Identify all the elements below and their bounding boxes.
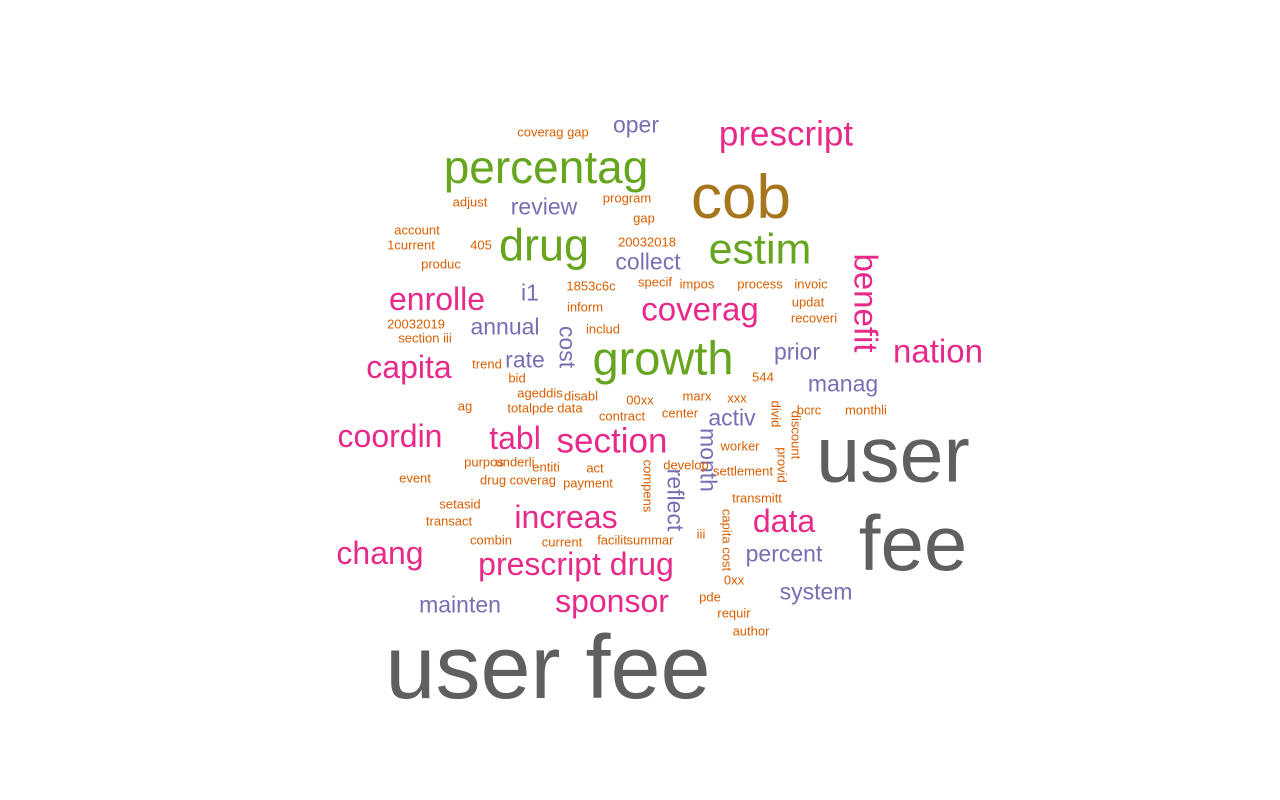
cloud-word: purpos (464, 454, 504, 470)
cloud-word: disabl (564, 388, 598, 404)
cloud-word: settlement (713, 463, 773, 479)
cloud-word: contract (598, 408, 646, 424)
cloud-word: author (732, 623, 770, 639)
cloud-word: transact (425, 513, 473, 529)
cloud-word: prior (773, 338, 821, 365)
cloud-word: sponsor (555, 583, 669, 619)
cloud-word: fee (858, 499, 968, 587)
cloud-word: setasid (439, 496, 481, 512)
cloud-word: monthli (845, 402, 887, 418)
cloud-word: prescript drug (478, 546, 674, 582)
cloud-word: section iii (398, 330, 452, 346)
cloud-word: develop (663, 457, 709, 473)
cloud-word: 1current (387, 237, 435, 253)
cloud-word: event (399, 470, 431, 486)
cloud-word: 0xx (723, 572, 745, 588)
cloud-word: iii (696, 526, 706, 542)
cloud-word: totalpde data (507, 400, 583, 416)
cloud-word: reflect (662, 468, 689, 532)
cloud-word: review (510, 193, 578, 220)
cloud-word: tabl (489, 420, 541, 456)
cloud-word: facilit (597, 532, 627, 548)
cloud-word: underli (495, 454, 535, 470)
cloud-word: enrolle (388, 281, 486, 317)
cloud-word: percent (745, 540, 823, 567)
cloud-word: annual (470, 313, 540, 340)
cloud-word: bcrc (796, 402, 822, 418)
cloud-word: summar (626, 532, 674, 548)
cloud-word: worker (720, 438, 760, 454)
cloud-word: activ (708, 404, 756, 431)
cloud-word: section (556, 421, 668, 461)
cloud-word: user fee (385, 618, 711, 718)
cloud-word: updat (791, 294, 825, 310)
cloud-word: drug coverag (480, 472, 556, 488)
cloud-word: 405 (470, 237, 492, 253)
cloud-word: trend (472, 356, 502, 372)
cloud-word: growth (592, 331, 734, 385)
cloud-word: estim (708, 225, 812, 274)
cloud-word: recoveri (790, 310, 838, 326)
cloud-word: specif (638, 274, 672, 290)
cloud-word: benefit (847, 253, 885, 353)
cloud-word: mainten (419, 591, 501, 618)
cloud-word: impos (679, 276, 715, 292)
cloud-word: 1853c6c (566, 278, 616, 294)
cloud-word: increas (514, 499, 618, 535)
cloud-word: capita (366, 349, 452, 385)
cloud-word: discount (788, 410, 804, 460)
cloud-word: account (394, 222, 440, 238)
cloud-word: bid (508, 370, 526, 386)
cloud-word: divid (768, 400, 784, 428)
cloud-word: act (586, 460, 604, 476)
cloud-word: 20032018 (618, 234, 676, 250)
cloud-word: compens (640, 459, 656, 513)
cloud-word: oper (612, 111, 660, 138)
cloud-word: 544 (752, 369, 774, 385)
cloud-word: process (737, 276, 783, 292)
cloud-word: xxx (727, 390, 747, 406)
cloud-word: adjust (452, 194, 488, 210)
cloud-word: pde (699, 589, 721, 605)
cloud-word: cost (554, 325, 581, 369)
cloud-word: coordin (337, 418, 443, 454)
cloud-word: coverag gap (517, 124, 589, 140)
cloud-word: nation (893, 332, 983, 370)
cloud-word: gap (633, 210, 655, 226)
cloud-word: combin (470, 532, 512, 548)
cloud-word: capita cost (719, 508, 735, 572)
cloud-word: ag (457, 398, 473, 414)
cloud-word: user (816, 409, 970, 499)
cloud-word: drug (498, 219, 590, 271)
cloud-word: inform (566, 299, 604, 315)
cloud-word: coverag (641, 290, 759, 328)
cloud-word: percentag (443, 141, 649, 193)
cloud-word: ageddis (517, 385, 563, 401)
cloud-word: center (661, 405, 699, 421)
cloud-word: system (779, 578, 853, 605)
cloud-word: rate (505, 346, 545, 373)
cloud-word: invoic (794, 276, 828, 292)
cloud-word: prescript (718, 114, 854, 154)
cloud-word: includ (586, 321, 620, 337)
cloud-word: program (602, 190, 652, 206)
cloud-word: requir (717, 605, 751, 621)
cloud-word: payment (563, 475, 613, 491)
cloud-word: entiti (532, 459, 560, 475)
cloud-word: current (541, 534, 583, 550)
cloud-word: transmitt (732, 490, 782, 506)
cloud-word: marx (682, 388, 712, 404)
cloud-word: produc (421, 256, 461, 272)
cloud-word: i1 (521, 279, 539, 306)
cloud-word: provid (774, 447, 790, 483)
cloud-word: chang (336, 535, 424, 571)
cloud-word: 00xx (626, 392, 654, 408)
cloud-word: cob (691, 163, 791, 232)
cloud-word: manag (807, 370, 879, 397)
cloud-word: data (752, 503, 816, 539)
cloud-word: collect (615, 248, 681, 275)
cloud-word: 20032019 (387, 316, 445, 332)
